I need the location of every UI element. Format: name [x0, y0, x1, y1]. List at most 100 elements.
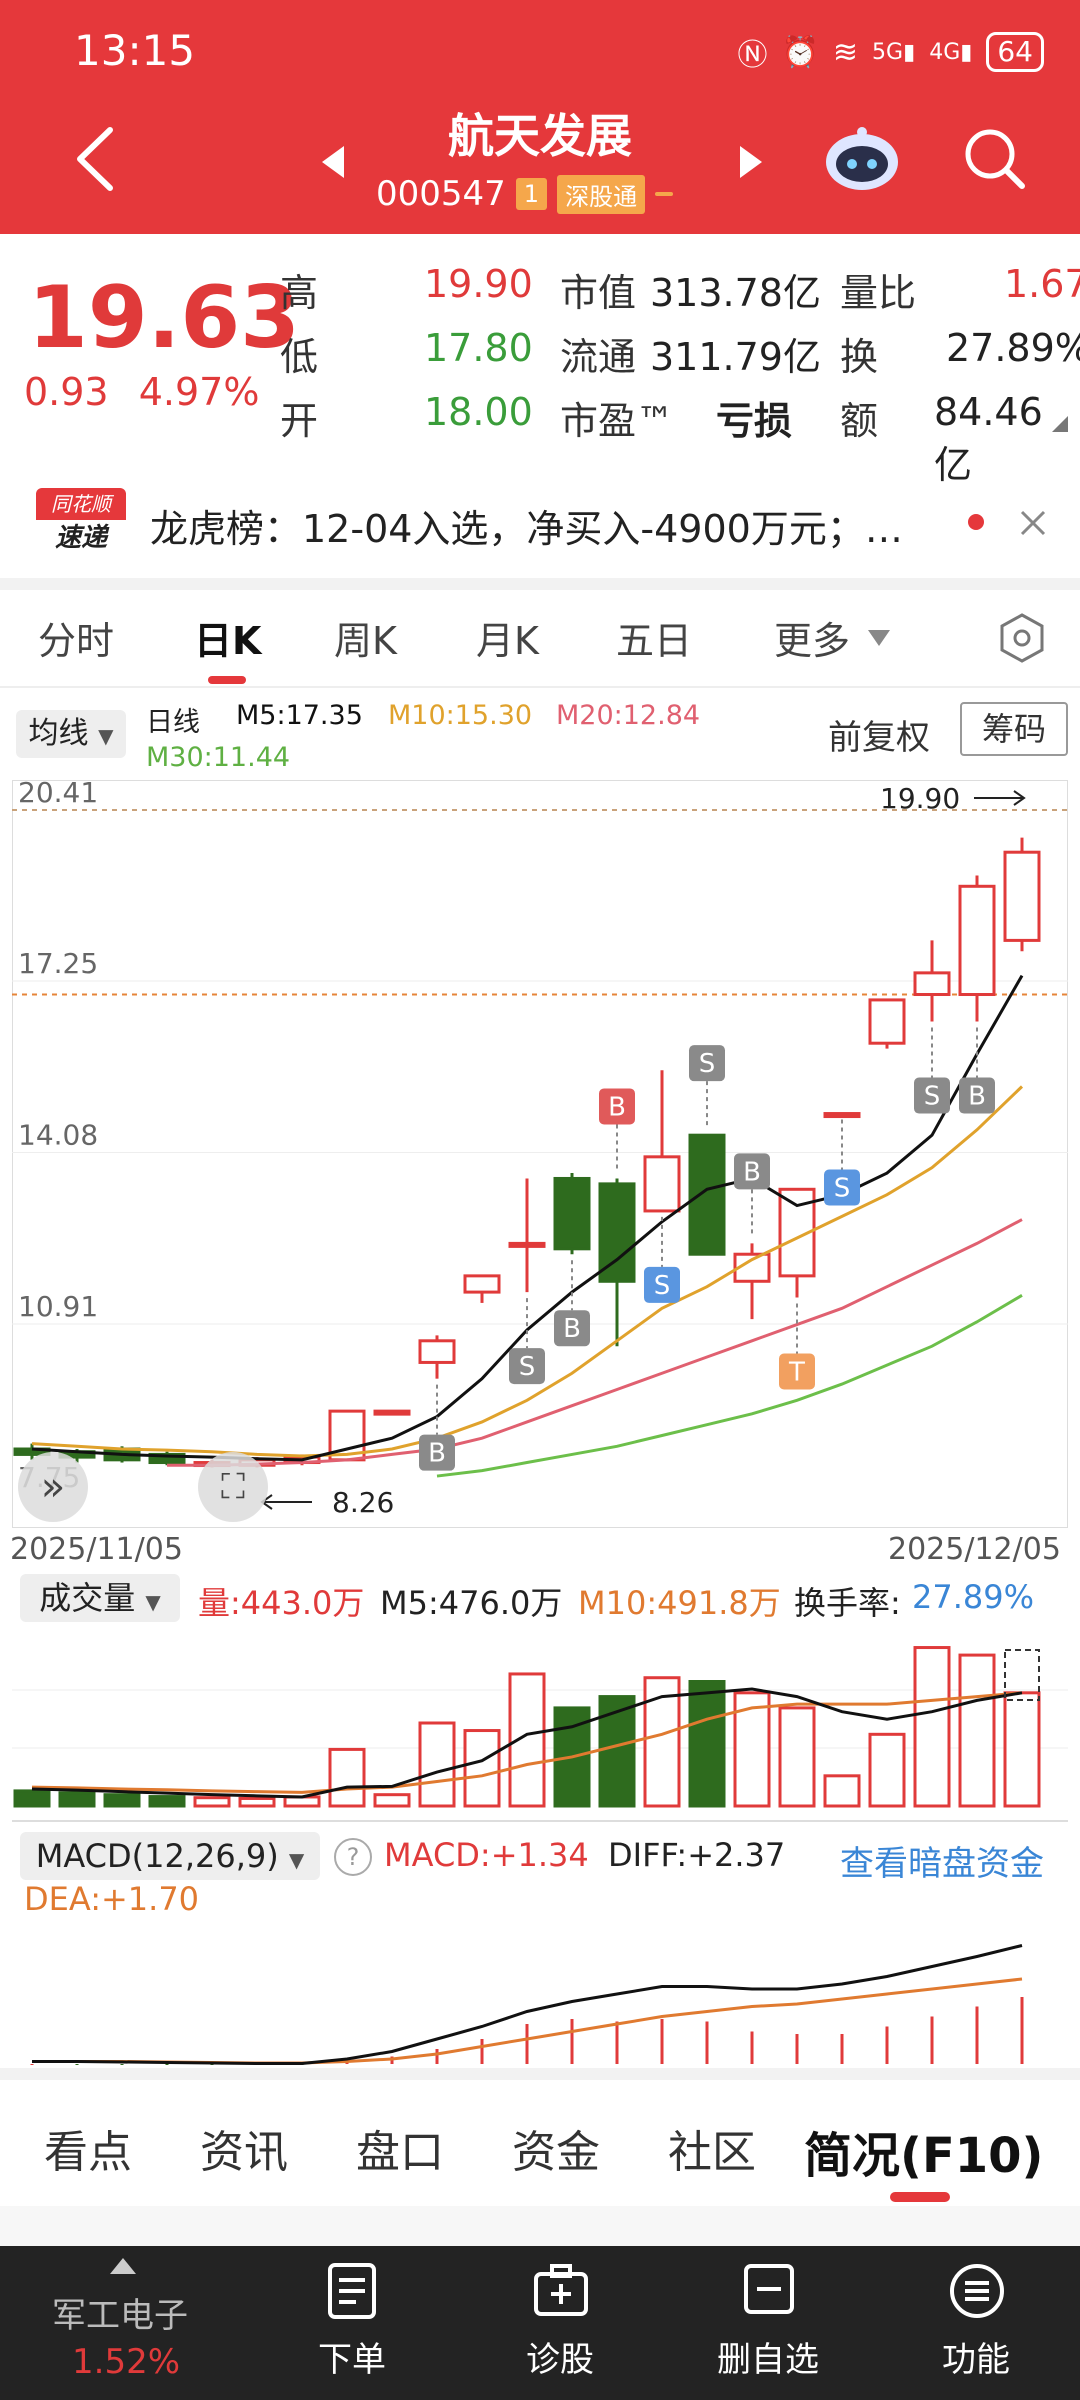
low-value: 17.80 — [424, 326, 533, 370]
tab-order-book[interactable]: 盘口 — [356, 2127, 444, 2178]
macd-lines — [32, 1944, 1023, 2065]
volume-ma-lines — [31, 1649, 1040, 1799]
dock-diagnose[interactable]: 诊股 — [490, 2246, 630, 2400]
fullscreen-button[interactable]: ⛶ — [198, 1452, 268, 1522]
volume-selector[interactable]: 成交量 ▼ — [20, 1574, 180, 1622]
volume-bar — [508, 1672, 546, 1808]
robot-assistant-icon[interactable] — [822, 124, 902, 194]
scroll-left-button[interactable]: » — [18, 1452, 88, 1522]
kline-grid — [12, 809, 1068, 1325]
candle-body — [913, 971, 951, 997]
signal-4g-icon: 4G▮ — [929, 39, 973, 65]
expand-corner-icon[interactable] — [1050, 414, 1070, 434]
volume-bar — [373, 1793, 411, 1808]
dock-functions[interactable]: 功能 — [906, 2246, 1046, 2400]
settings-hex-icon[interactable] — [996, 612, 1048, 664]
dark-pool-link[interactable]: 查看暗盘资金 — [840, 1844, 1044, 1884]
sector-widget[interactable]: 军工电子 1.52% — [0, 2246, 250, 2400]
prev-stock-icon[interactable] — [318, 142, 348, 182]
adjust-mode[interactable]: 前复权 — [828, 718, 930, 758]
dock-order[interactable]: 下单 — [282, 2246, 422, 2400]
tab-daily-k[interactable]: 日K — [194, 619, 262, 663]
macd-bar — [795, 2034, 799, 2064]
ma-selector-label: 均线 — [28, 716, 89, 751]
volume-bars — [13, 1646, 1041, 1808]
signal-badge — [734, 1153, 770, 1190]
volume-bar — [913, 1646, 951, 1808]
signal-letter: B — [608, 1092, 626, 1122]
badge-num: 1 — [515, 178, 548, 210]
change-value: 0.93 — [24, 370, 109, 414]
macd-chart[interactable] — [12, 1924, 1068, 2066]
macd-bar — [480, 2039, 484, 2064]
volume-m5: M5:476.0万 — [380, 1584, 563, 1622]
high-value: 19.90 — [424, 262, 533, 306]
chevron-down-icon: ▼ — [145, 1590, 161, 1614]
y-tick-label: 17.25 — [18, 947, 98, 980]
tab-news[interactable]: 资讯 — [200, 2127, 288, 2178]
pe-value: 亏损 — [716, 399, 793, 443]
high-label: 高 — [280, 271, 319, 315]
signal-badge — [554, 1310, 590, 1347]
volume-bar — [823, 1774, 861, 1808]
volume-ratio-value: 1.67 — [1004, 262, 1080, 306]
high-price-label: 19.90 — [880, 782, 960, 815]
dock-order-label: 下单 — [318, 2340, 386, 2380]
volume-bar — [1003, 1691, 1041, 1808]
volume-bar — [58, 1791, 96, 1808]
ma-selector[interactable]: 均线 ▼ — [16, 710, 126, 758]
current-volume-marker — [1004, 1649, 1040, 1701]
turnover-label: 换 — [840, 335, 879, 379]
volume-bar — [238, 1796, 276, 1808]
macd-bar — [885, 2026, 889, 2064]
tab-highlights[interactable]: 看点 — [44, 2127, 132, 2178]
close-icon[interactable] — [1018, 508, 1048, 538]
tab-intraday[interactable]: 分时 — [38, 619, 115, 663]
signal-letter: S — [834, 1174, 851, 1204]
signal-badge — [689, 1045, 725, 1082]
alarm-icon: ⏰ — [781, 34, 819, 70]
news-ticker[interactable]: 同花顺 速递 龙虎榜：12-04入选，净买入-4900万元；… — [0, 468, 1080, 578]
next-stock-icon[interactable] — [736, 142, 766, 182]
x-start-label: 2025/11/05 — [10, 1532, 183, 1567]
dock-remove-watchlist[interactable]: 删自选 — [698, 2246, 838, 2400]
volume-bar — [463, 1729, 501, 1808]
y-tick-label: 10.91 — [18, 1290, 98, 1323]
macd-value: MACD:+1.34 — [384, 1836, 589, 1874]
tab-community[interactable]: 社区 — [668, 2127, 756, 2178]
volume-chart[interactable] — [12, 1630, 1068, 1810]
sector-name: 军工电子 — [52, 2296, 188, 2336]
sector-change: 1.52% — [72, 2342, 181, 2382]
tab-weekly-k[interactable]: 周K — [334, 619, 397, 663]
amount-label: 额 — [840, 399, 879, 443]
tab-five-day[interactable]: 五日 — [616, 619, 693, 663]
wifi-icon: ≋ — [832, 34, 859, 70]
back-icon[interactable] — [70, 124, 120, 194]
chip-button[interactable]: 筹码 — [960, 702, 1068, 756]
candle-body — [148, 1452, 186, 1465]
badge-shenzhen-connect: 深股通 — [557, 174, 646, 214]
bottom-dock: 军工电子 1.52% 下单 诊股 删自选 — [0, 2246, 1080, 2400]
tab-fund-flow[interactable]: 资金 — [512, 2127, 600, 2178]
tab-f10-overview[interactable]: 简况(F10) — [804, 2128, 1044, 2184]
search-icon[interactable] — [960, 124, 1030, 194]
macd-bar — [660, 2019, 664, 2064]
candle-body — [643, 1155, 681, 1213]
divider — [0, 578, 1080, 590]
signal-letter: S — [519, 1352, 536, 1382]
macd-selector-label: MACD(12,26,9) — [35, 1837, 279, 1875]
signal-letter: B — [563, 1314, 581, 1344]
macd-selector[interactable]: MACD(12,26,9) ▼ — [20, 1832, 320, 1880]
tab-monthly-k[interactable]: 月K — [476, 619, 539, 663]
signal-letter: B — [743, 1157, 761, 1187]
dock-functions-label: 功能 — [942, 2340, 1010, 2380]
tab-active-indicator — [890, 2192, 950, 2202]
signal-letter: S — [924, 1082, 941, 1112]
candle-body — [463, 1274, 501, 1294]
help-icon[interactable]: ? — [334, 1838, 372, 1876]
macd-bar — [570, 2019, 574, 2064]
kline-frame — [12, 780, 1068, 1528]
tab-more[interactable]: 更多 — [774, 619, 851, 663]
